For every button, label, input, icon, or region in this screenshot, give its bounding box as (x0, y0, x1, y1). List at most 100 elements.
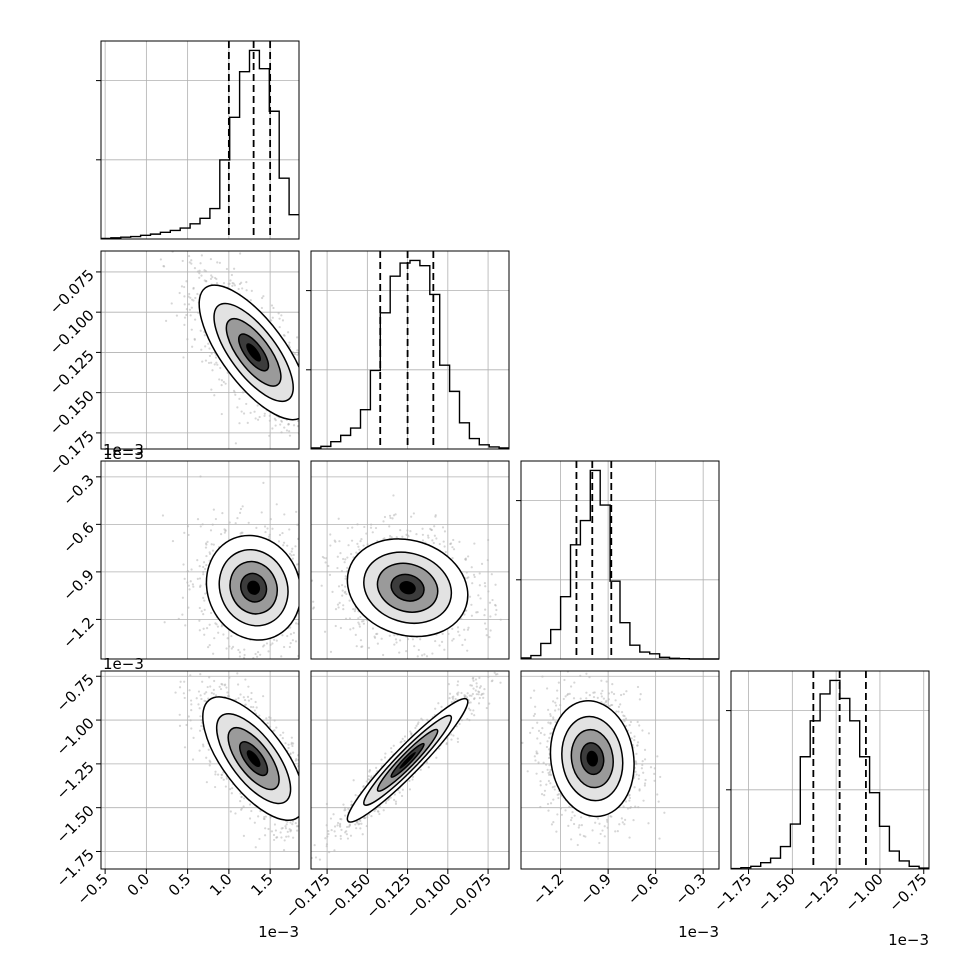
scatter-panel-0-3 (101, 649, 358, 869)
scatter-point (262, 695, 264, 697)
scatter-point (391, 517, 393, 519)
scatter-point (365, 532, 367, 534)
scatter-point (286, 635, 288, 637)
scatter-point (226, 268, 228, 270)
scatter-point (287, 835, 289, 837)
scatter-point (339, 552, 341, 554)
scatter-point (270, 644, 272, 646)
scatter-point (242, 391, 244, 393)
scatter-point (300, 419, 302, 421)
scatter-point (211, 692, 213, 694)
scatter-point (287, 331, 289, 333)
scatter-point (325, 557, 327, 559)
scatter-point (269, 816, 271, 818)
scatter-point (307, 854, 309, 856)
scatter-point (305, 785, 307, 787)
scatter-point (228, 677, 230, 679)
scatter-point (368, 647, 370, 649)
scatter-point (273, 729, 275, 731)
scatter-point (388, 525, 390, 527)
scatter-point (254, 709, 256, 711)
scatter-point (257, 651, 259, 653)
scatter-point (284, 825, 286, 827)
scatter-point (286, 429, 288, 431)
scatter-point (171, 302, 173, 304)
scatter-point (291, 823, 293, 825)
scatter-point (192, 299, 194, 301)
scatter-point (239, 252, 241, 254)
scatter-point (317, 644, 319, 646)
scatter-point (257, 404, 259, 406)
scatter-point (280, 420, 282, 422)
scatter-point (217, 632, 219, 634)
scatter-point (274, 719, 276, 721)
scatter-point (179, 725, 181, 727)
scatter-point (305, 799, 307, 801)
scatter-point (191, 329, 193, 331)
scatter-point (301, 822, 303, 824)
scatter-point (396, 536, 398, 538)
scatter-point (322, 781, 324, 783)
panel-content (300, 636, 532, 876)
scatter-point (421, 528, 423, 530)
scatter-point (239, 693, 241, 695)
scatter-point (162, 265, 164, 267)
scatter-point (247, 674, 249, 676)
scatter-point (464, 639, 466, 641)
scatter-point (198, 277, 200, 279)
scatter-point (443, 540, 445, 542)
scatter-point (301, 382, 303, 384)
scatter-point (491, 573, 493, 575)
scatter-point (264, 531, 266, 533)
scatter-point (234, 284, 236, 286)
scatter-point (211, 369, 213, 371)
scatter-point (192, 586, 194, 588)
scatter-point (199, 607, 201, 609)
scatter-point (389, 517, 391, 519)
histogram-panel-3 (726, 671, 929, 869)
scatter-point (321, 821, 323, 823)
scatter-point (255, 846, 257, 848)
scatter-point (214, 277, 216, 279)
scatter-point (308, 412, 310, 414)
scatter-point (314, 800, 316, 802)
scatter-point (307, 418, 309, 420)
scatter-point (267, 650, 269, 652)
scatter-point (235, 699, 237, 701)
scatter-point (210, 612, 212, 614)
scatter-point (307, 837, 309, 839)
scatter-point (292, 837, 294, 839)
scatter-point (238, 288, 240, 290)
scatter-point (263, 644, 265, 646)
scatter-point (312, 422, 314, 424)
scatter-point (306, 533, 308, 535)
scatter-point (349, 628, 351, 630)
scatter-point (209, 624, 211, 626)
scatter-point (357, 546, 359, 548)
scatter-point (307, 796, 309, 798)
scatter-point (188, 585, 190, 587)
scatter-point (299, 601, 301, 603)
scatter-point (487, 559, 489, 561)
scatter-point (267, 828, 269, 830)
scatter-point (295, 622, 297, 624)
scatter-point (204, 334, 206, 336)
scatter-point (178, 618, 180, 620)
scatter-point (210, 362, 212, 364)
scatter-point (494, 584, 496, 586)
scatter-point (205, 757, 207, 759)
scatter-point (256, 656, 258, 658)
scatter-point (315, 353, 317, 355)
scatter-point (306, 430, 308, 432)
scatter-point (221, 384, 223, 386)
scatter-point (300, 350, 302, 352)
scatter-point (372, 627, 374, 629)
scatter-point (269, 534, 271, 536)
scatter-point (240, 508, 242, 510)
scatter-point (271, 304, 273, 306)
scatter-point (273, 839, 275, 841)
scatter-point (272, 307, 274, 309)
scatter-point (204, 568, 206, 570)
scatter-point (467, 629, 469, 631)
scatter-point (322, 481, 324, 483)
